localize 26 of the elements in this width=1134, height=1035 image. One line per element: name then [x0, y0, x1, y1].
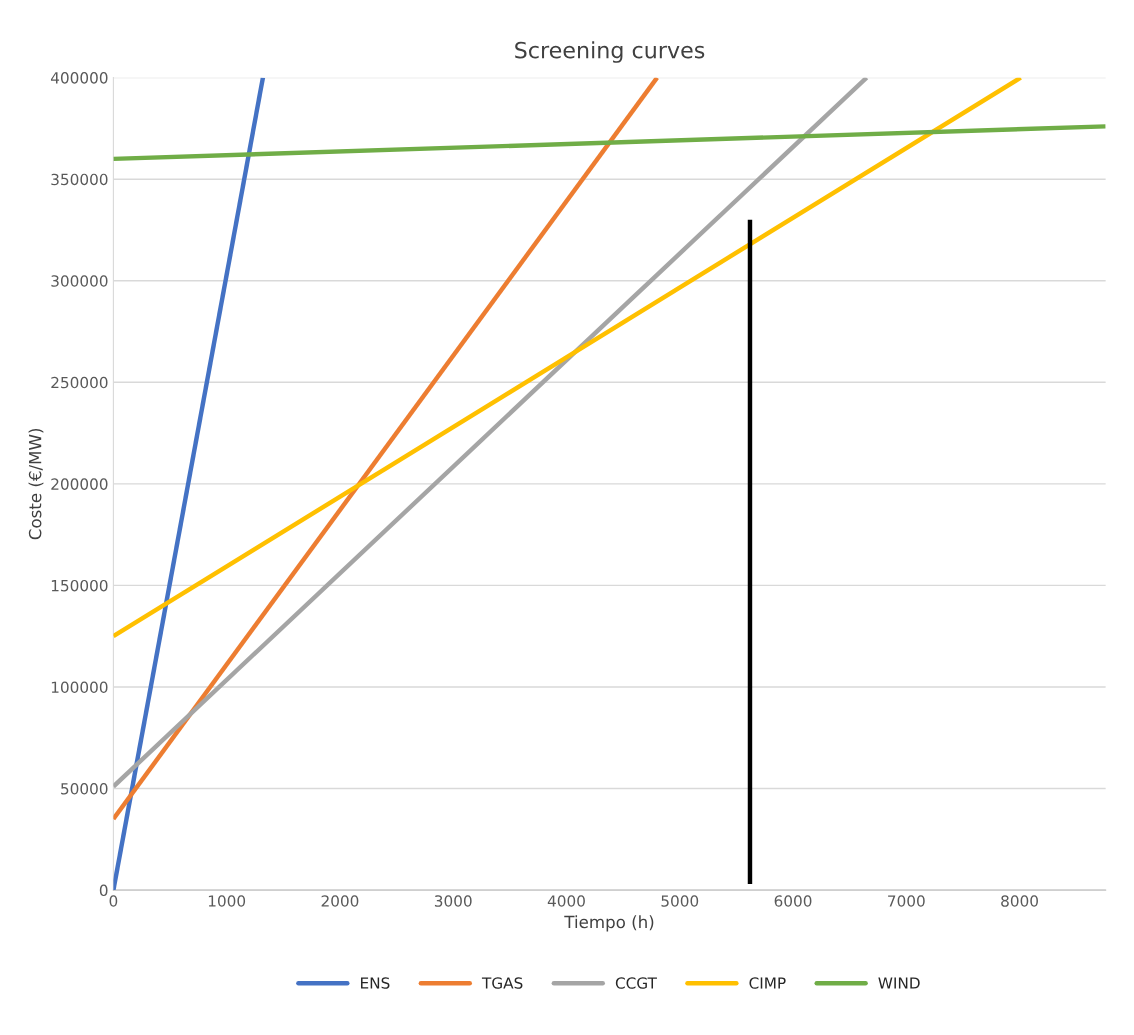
legend-label: CCGT [615, 977, 657, 989]
y-tick-label: 50000 [61, 783, 108, 795]
x-tick-label: 3000 [434, 895, 472, 907]
y-tick-label: 200000 [51, 478, 108, 490]
y-tick-label: 400000 [50, 72, 108, 84]
y-axis-title: Coste (€/MW) [28, 428, 44, 540]
x-tick-label: 8000 [1001, 895, 1038, 907]
y-tick-label: 100000 [51, 681, 108, 693]
x-tick-label: 6000 [774, 895, 812, 907]
x-tick-label: 0 [109, 895, 118, 907]
x-tick-label: 7000 [888, 895, 925, 907]
chart-title: Screening curves [515, 41, 705, 63]
y-tick-label: 350000 [51, 173, 108, 186]
y-tick-label: 0 [99, 884, 108, 897]
x-tick-label: 5000 [661, 895, 699, 907]
x-tick-label: 2000 [321, 895, 359, 907]
legend-label: CIMP [749, 977, 786, 989]
legend-label: ENS [361, 977, 390, 989]
y-tick-label: 300000 [51, 275, 108, 287]
x-tick-label: 4000 [547, 895, 585, 907]
y-tick-label: 150000 [51, 579, 108, 592]
y-tick-label: 250000 [51, 376, 108, 389]
x-tick-label: 1000 [208, 895, 246, 907]
x-axis-title: Tiempo (h) [564, 915, 654, 932]
legend-label: WIND [878, 977, 920, 989]
legend-label: TGAS [481, 977, 523, 989]
